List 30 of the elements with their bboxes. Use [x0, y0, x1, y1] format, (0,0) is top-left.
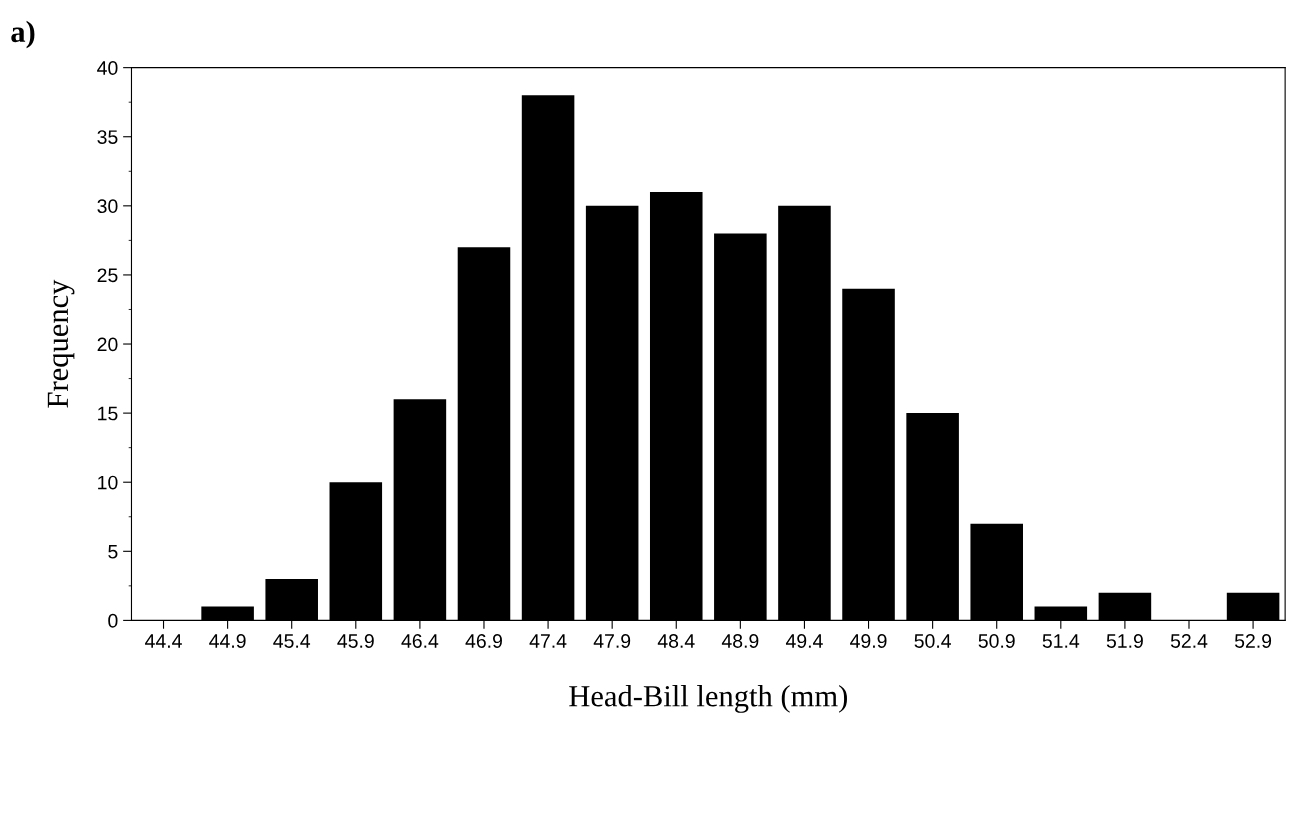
y-tick-label: 0: [108, 613, 118, 628]
x-tick-label: 49.4: [785, 634, 823, 648]
x-tick-label: 51.4: [1042, 634, 1080, 648]
y-tick-label: 5: [108, 544, 118, 559]
y-tick-label: 40: [97, 61, 118, 75]
x-tick-label: 52.9: [1234, 634, 1272, 648]
x-tick-label: 45.4: [273, 634, 311, 648]
x-tick-label: 52.4: [1170, 634, 1208, 648]
x-tick-label: 45.9: [337, 634, 374, 648]
x-tick-label: 46.4: [401, 634, 439, 648]
x-tick-label: 48.9: [721, 634, 759, 648]
y-tick-label: 10: [98, 475, 118, 490]
x-tick-label: 50.9: [978, 634, 1015, 648]
x-tick-label: 47.4: [529, 634, 567, 648]
x-tick-label: 49.9: [850, 634, 887, 648]
x-axis-title: Head-Bill length (mm): [569, 685, 847, 713]
x-tick-label: 44.9: [209, 634, 246, 648]
x-tick-label: 47.9: [593, 634, 631, 648]
y-axis-title: Frequency: [47, 279, 75, 408]
text: a): [11, 20, 35, 49]
y-tick-label: 15: [98, 406, 118, 421]
x-tick-label: 46.9: [465, 634, 502, 648]
y-tick-label: 30: [97, 199, 118, 214]
x-tick-label: 44.4: [145, 634, 182, 648]
y-tick-label: 35: [97, 130, 118, 144]
x-tick-label: 51.9: [1106, 634, 1143, 648]
x-tick-label: 50.4: [914, 634, 951, 648]
y-tick-label: 20: [97, 337, 118, 352]
y-tick-label: 25: [97, 268, 118, 283]
x-tick-label: 48.4: [657, 634, 695, 648]
